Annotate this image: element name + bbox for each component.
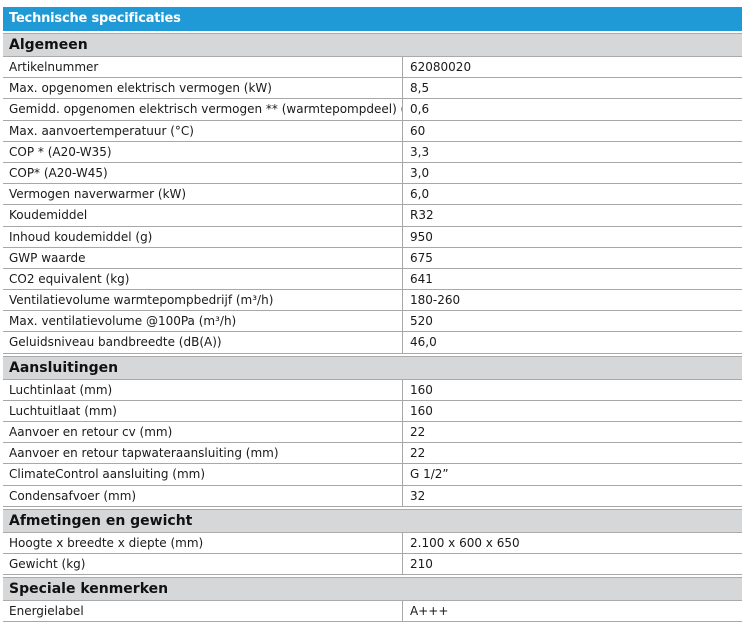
spec-label: COP* (A20-W45) [3, 162, 403, 184]
spec-value: 3,3 [410, 144, 430, 159]
spec-value: 32 [410, 488, 426, 503]
spec-label: CO2 equivalent (kg) [3, 268, 403, 290]
spec-label: Gewicht (kg) [3, 553, 403, 575]
spec-row: Artikelnummer 62080020 [3, 57, 742, 79]
spec-value: 950 [410, 229, 433, 244]
spec-value: 22 [410, 446, 426, 461]
spec-value: 2.100 x 600 x 650 [410, 535, 520, 550]
spec-row: Inhoud koudemiddel (g) 950 [3, 226, 742, 248]
spec-row: Condensafvoer (mm) 32 [3, 485, 742, 507]
spec-row: CO2 equivalent (kg) 641 [3, 268, 742, 291]
spec-label: Luchtuitlaat (mm) [3, 400, 403, 421]
spec-row: ClimateControl aansluiting (mm) G 1/2” [3, 464, 742, 486]
section-heading: Aansluitingen [3, 355, 742, 380]
spec-label: Max. opgenomen elektrisch vermogen (kW) [3, 78, 403, 99]
spec-value: 675 [410, 250, 433, 265]
spec-value: 0,6 [410, 102, 430, 117]
spec-value: 6,0 [410, 187, 430, 202]
spec-label: COP * (A20-W35) [3, 141, 403, 162]
spec-row: COP * (A20-W35) 3,3 [3, 141, 742, 163]
spec-label: Aanvoer en retour tapwateraansluiting (m… [3, 443, 403, 464]
spec-label: Inhoud koudemiddel (g) [3, 226, 403, 247]
spec-label: Energielabel [3, 601, 403, 622]
spec-value: 160 [410, 403, 433, 418]
spec-label: Max. ventilatievolume @100Pa (m³/h) [3, 311, 403, 332]
spec-row: Geluidsniveau bandbreedte (dB(A)) 46,0 [3, 332, 742, 354]
spec-value: 22 [410, 425, 426, 439]
spec-row: Ventilatievolume warmtepompbedrijf (m³/h… [3, 290, 742, 312]
spec-row: GWP waarde 675 [3, 247, 742, 269]
table-title: Technische specificaties [3, 7, 742, 31]
spec-row: Luchtinlaat (mm) 160 [3, 379, 742, 401]
spec-label: Luchtinlaat (mm) [3, 379, 403, 400]
spec-row: Gewicht (kg) 210 [3, 553, 742, 576]
spec-label: Aanvoer en retour cv (mm) [3, 422, 403, 443]
spec-value: 520 [410, 314, 433, 329]
spec-row: Aanvoer en retour cv (mm) 22 [3, 422, 742, 444]
spec-row: Max. ventilatievolume @100Pa (m³/h) 520 [3, 311, 742, 333]
spec-label: Gemidd. opgenomen elektrisch vermogen **… [3, 99, 403, 120]
spec-value: 160 [410, 382, 433, 397]
spec-value: 62080020 [410, 60, 472, 74]
spec-label: Max. aanvoertemperatuur (°C) [3, 120, 403, 141]
spec-row: Koudemiddel R32 [3, 205, 742, 227]
spec-value: R32 [410, 208, 434, 223]
spec-value: 8,5 [410, 81, 430, 96]
spec-row: Vermogen naverwarmer (kW) 6,0 [3, 184, 742, 206]
section-heading: Algemeen [3, 33, 742, 57]
spec-label: Hoogte x breedte x diepte (mm) [3, 532, 403, 553]
spec-label: ClimateControl aansluiting (mm) [3, 464, 403, 485]
spec-value: 641 [410, 271, 433, 286]
section-heading: Afmetingen en gewicht [3, 508, 742, 533]
spec-value: G 1/2” [410, 467, 449, 482]
spec-row: Max. opgenomen elektrisch vermogen (kW) 8… [3, 78, 742, 100]
spec-label: Geluidsniveau bandbreedte (dB(A)) [3, 332, 403, 353]
spec-value: 210 [410, 556, 433, 571]
spec-label: Koudemiddel [3, 205, 403, 226]
spec-row: Gemidd. opgenomen elektrisch vermogen **… [3, 99, 742, 121]
spec-value: 60 [410, 123, 426, 138]
spec-label: Condensafvoer (mm) [3, 485, 403, 506]
spec-value: 46,0 [410, 335, 437, 350]
section-heading: Speciale kenmerken [3, 577, 742, 602]
spec-value: A+++ [410, 604, 449, 619]
spec-label: Artikelnummer [3, 57, 403, 78]
spec-label: Ventilatievolume warmtepompbedrijf (m³/h… [3, 290, 403, 311]
spec-value: 3,0 [410, 165, 430, 180]
spec-row: Hoogte x breedte x diepte (mm) 2.100 x 60… [3, 532, 742, 554]
spec-table: Technische specificaties Algemeen Artikel… [3, 7, 742, 623]
spec-row: Luchtuitlaat (mm) 160 [3, 400, 742, 422]
spec-label: Vermogen naverwarmer (kW) [3, 184, 403, 205]
spec-row: Aanvoer en retour tapwateraansluiting (m… [3, 443, 742, 465]
spec-value: 180-260 [410, 293, 461, 308]
spec-row: COP* (A20-W45) 3,0 [3, 162, 742, 185]
spec-row: Energielabel A+++ [3, 601, 742, 623]
spec-row: Max. aanvoertemperatuur (°C) 60 [3, 120, 742, 142]
spec-label: GWP waarde [3, 247, 403, 268]
